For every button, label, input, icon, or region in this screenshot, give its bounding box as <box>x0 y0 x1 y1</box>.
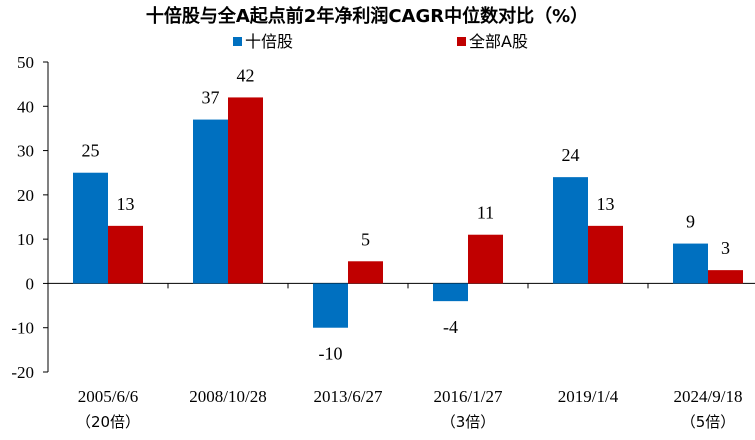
data-label: 13 <box>117 194 135 214</box>
x-category-label: 2008/10/28 <box>189 387 266 406</box>
bar-ten-bagger-2 <box>313 283 348 328</box>
y-tick-label: 30 <box>17 142 34 161</box>
legend-swatch <box>457 37 466 46</box>
bar-all-a-2 <box>348 261 383 284</box>
x-category-note: （5倍） <box>681 413 736 431</box>
x-category-label: 2024/9/18 <box>674 387 743 406</box>
y-tick-label: 20 <box>17 186 34 205</box>
y-tick-label: -20 <box>11 363 34 382</box>
bar-ten-bagger-3 <box>433 283 468 302</box>
y-tick-label: 40 <box>17 97 34 116</box>
data-label: 42 <box>237 65 255 85</box>
bar-all-a-1 <box>228 97 263 284</box>
bar-all-a-0 <box>108 225 143 284</box>
data-label: 37 <box>202 88 220 108</box>
data-label: 25 <box>82 141 100 161</box>
data-label: -4 <box>443 317 458 337</box>
legend-label: 全部A股 <box>469 32 528 51</box>
x-category-label: 2019/1/4 <box>558 387 619 406</box>
legend-swatch <box>233 37 242 46</box>
data-label: 9 <box>686 212 695 232</box>
data-label: 13 <box>597 194 615 214</box>
y-tick-label: 10 <box>17 230 34 249</box>
bar-all-a-4 <box>588 225 623 284</box>
bar-all-a-3 <box>468 234 503 284</box>
x-category-label: 2005/6/6 <box>78 387 138 406</box>
legend: 十倍股 全部A股 <box>233 32 528 51</box>
x-category-label: 2013/6/27 <box>314 387 383 406</box>
legend-label: 十倍股 <box>245 32 293 51</box>
x-category-label: 2016/1/27 <box>434 387 503 406</box>
data-label: 5 <box>361 229 370 249</box>
data-label: 11 <box>477 203 494 223</box>
data-label: -10 <box>319 344 343 364</box>
chart-title: 十倍股与全A起点前2年净利润CAGR中位数对比（%） <box>146 5 588 27</box>
bar-ten-bagger-4 <box>553 177 588 284</box>
x-category-note: （3倍） <box>441 413 496 431</box>
data-label: 3 <box>721 238 730 258</box>
data-label: 24 <box>562 145 580 165</box>
x-category-note: （20倍） <box>76 413 140 431</box>
bar-ten-bagger-1 <box>193 119 228 284</box>
data-labels: 25 13 37 42 -10 5 -4 11 24 13 9 3 <box>82 65 731 363</box>
y-tick-label: -10 <box>11 319 34 338</box>
bar-all-a-5 <box>708 270 743 284</box>
bars <box>73 97 743 328</box>
bar-ten-bagger-0 <box>73 172 108 284</box>
y-tick-label: 50 <box>17 53 34 72</box>
y-tick-label: 0 <box>26 274 35 293</box>
bar-ten-bagger-5 <box>673 243 708 284</box>
axes: -20 -10 0 10 20 30 40 50 2005/6/6 （20倍） 2008/10/28… <box>11 53 755 431</box>
